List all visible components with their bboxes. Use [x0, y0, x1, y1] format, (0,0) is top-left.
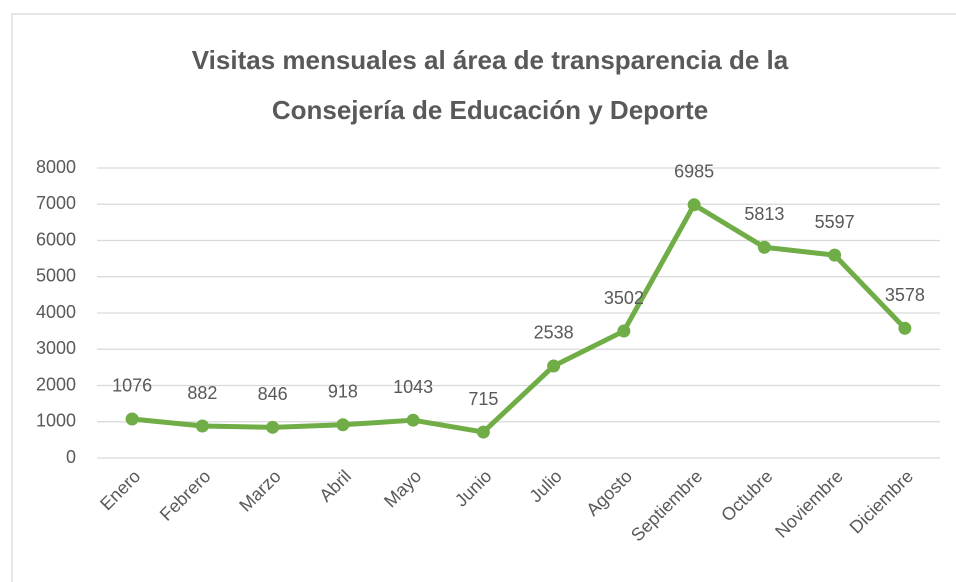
y-tick-label: 0 — [66, 447, 76, 467]
data-label: 5813 — [744, 204, 784, 224]
y-tick-label: 2000 — [36, 374, 76, 394]
y-tick-label: 5000 — [36, 266, 76, 286]
data-label: 918 — [328, 381, 358, 401]
data-label: 6985 — [674, 162, 714, 182]
data-label: 882 — [187, 383, 217, 403]
chart-title: Visitas mensuales al área de transparenc… — [192, 45, 789, 75]
marker — [195, 419, 209, 433]
data-label: 1076 — [112, 376, 152, 396]
marker — [828, 248, 842, 262]
marker — [125, 412, 139, 426]
y-tick-label: 8000 — [36, 157, 76, 177]
marker — [266, 420, 280, 434]
marker — [757, 240, 771, 254]
marker — [547, 359, 561, 373]
data-label: 846 — [258, 384, 288, 404]
marker — [687, 198, 701, 212]
y-tick-label: 1000 — [36, 411, 76, 431]
data-label: 3578 — [885, 285, 925, 305]
line — [131, 202, 907, 435]
marker — [898, 321, 912, 335]
data-label: 5597 — [815, 212, 855, 232]
y-tick-label: 3000 — [36, 338, 76, 358]
marker — [406, 413, 420, 427]
y-tick-label: 6000 — [36, 229, 76, 249]
y-tick-label: 4000 — [36, 302, 76, 322]
data-label: 715 — [468, 389, 498, 409]
y-tick-label: 7000 — [36, 193, 76, 213]
chart-frame — [11, 13, 956, 582]
marker — [336, 418, 350, 432]
chart-title: Consejería de Educación y Deporte — [272, 95, 708, 125]
data-label: 3502 — [604, 288, 644, 308]
marker — [476, 425, 490, 439]
data-label: 1043 — [393, 377, 433, 397]
marker — [617, 324, 631, 338]
data-label: 2538 — [534, 323, 574, 343]
